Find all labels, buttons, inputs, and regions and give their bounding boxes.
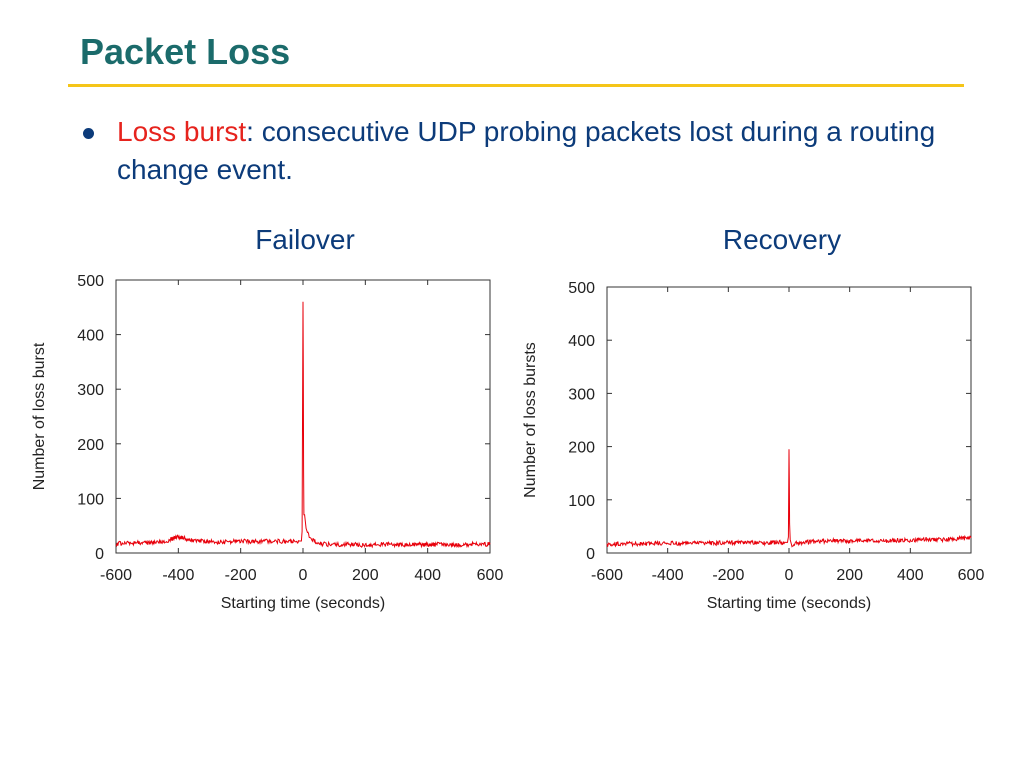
y-tick-label: 200 <box>568 440 595 457</box>
bullet-item: Loss burst: consecutive UDP probing pack… <box>80 113 940 189</box>
y-axis-label: Number of loss burst <box>31 342 48 490</box>
x-tick-label: -600 <box>591 567 623 584</box>
y-tick-label: 500 <box>77 273 104 290</box>
x-tick-label: -600 <box>100 567 132 584</box>
x-tick-label: 600 <box>477 567 504 584</box>
x-tick-label: 400 <box>897 567 924 584</box>
bullet-text: Loss burst: consecutive UDP probing pack… <box>117 113 940 189</box>
x-tick-label: 200 <box>836 567 863 584</box>
x-tick-label: 200 <box>352 567 379 584</box>
x-tick-label: 0 <box>299 567 308 584</box>
x-tick-label: 600 <box>958 567 985 584</box>
x-tick-label: 0 <box>785 567 794 584</box>
x-tick-label: -400 <box>652 567 684 584</box>
series-line <box>115 301 491 549</box>
y-tick-label: 0 <box>95 546 104 563</box>
y-tick-label: 200 <box>77 437 104 454</box>
x-axis-label: Starting time (seconds) <box>221 595 386 612</box>
y-tick-label: 0 <box>586 546 595 563</box>
slide-title: Packet Loss <box>80 31 291 72</box>
title-rule <box>68 84 964 87</box>
bullet-term: Loss burst <box>117 116 247 147</box>
y-tick-label: 400 <box>568 333 595 350</box>
y-tick-label: 500 <box>568 280 595 297</box>
y-tick-label: 300 <box>77 382 104 399</box>
y-tick-label: 100 <box>568 493 595 510</box>
chart-caption-recovery: Recovery <box>722 224 842 255</box>
chart-caption-failover: Failover <box>255 224 355 255</box>
y-tick-label: 300 <box>568 386 595 403</box>
bullet-description: : consecutive UDP probing packets lost d… <box>117 116 936 185</box>
x-tick-label: 400 <box>414 567 441 584</box>
x-tick-label: -200 <box>225 567 257 584</box>
bullet-dot-icon <box>83 128 94 139</box>
y-axis-label: Number of loss bursts <box>522 342 539 498</box>
x-axis-label: Starting time (seconds) <box>707 595 872 612</box>
y-tick-label: 400 <box>77 328 104 345</box>
y-tick-label: 100 <box>77 491 104 508</box>
series-line <box>606 449 972 548</box>
x-tick-label: -200 <box>712 567 744 584</box>
x-tick-label: -400 <box>162 567 194 584</box>
